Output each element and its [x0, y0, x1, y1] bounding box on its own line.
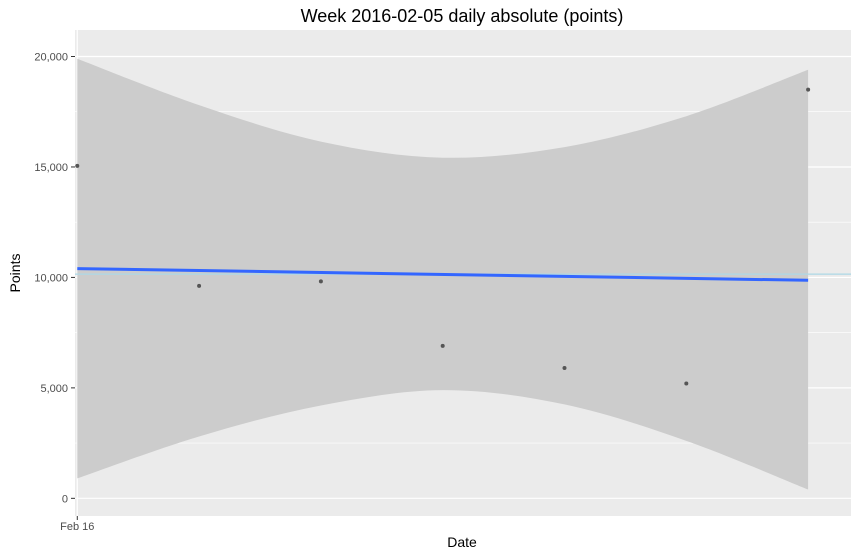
y-axis: 0 5,000 10,000 15,000 20,000	[34, 52, 75, 505]
data-point	[684, 381, 689, 386]
y-tick-label: 10,000	[34, 272, 68, 284]
y-tick-label: 20,000	[34, 52, 68, 64]
y-tick-label: 0	[62, 493, 68, 505]
x-axis: Feb 16	[60, 516, 94, 533]
data-point	[806, 87, 811, 92]
data-points	[75, 87, 811, 386]
data-point	[562, 365, 567, 370]
data-point	[318, 279, 323, 284]
x-axis-title: Date	[447, 534, 477, 550]
y-tick-label: 15,000	[34, 162, 68, 174]
chart-title: Week 2016-02-05 daily absolute (points)	[301, 6, 624, 26]
data-point	[75, 163, 80, 168]
y-axis-title: Points	[7, 254, 23, 293]
trend-line	[77, 267, 809, 282]
data-point	[197, 283, 202, 288]
data-point	[440, 343, 445, 348]
x-tick-label: Feb 16	[60, 521, 94, 533]
y-tick-label: 5,000	[40, 383, 68, 395]
